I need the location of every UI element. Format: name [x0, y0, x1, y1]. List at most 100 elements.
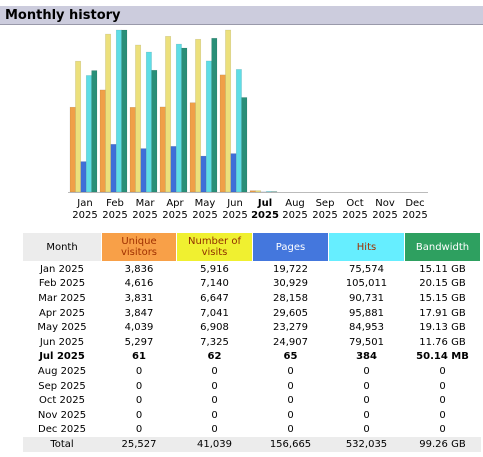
column-header: Number of visits [176, 232, 253, 262]
bar [249, 190, 256, 193]
table-cell: 25,527 [101, 437, 177, 452]
bar [195, 38, 202, 193]
bar [265, 191, 272, 193]
bar [140, 148, 147, 193]
bar [121, 29, 128, 193]
bar [85, 75, 92, 193]
table-cell: 24,907 [273, 336, 308, 348]
bar [241, 97, 248, 193]
table-cell: 0 [287, 380, 294, 392]
table-row: Total 25,527 41,039 156,665 532,035 99.26 GB [22, 437, 481, 452]
table-cell: Feb 2025 [38, 278, 86, 290]
table-cell: 0 [363, 409, 370, 421]
table-cell: 29,605 [273, 307, 308, 319]
table-cell: 79,501 [349, 336, 384, 348]
bar [225, 29, 232, 193]
table-cell: 61 [132, 351, 146, 363]
table-cell: 0 [211, 380, 218, 392]
table-cell: 7,325 [200, 336, 229, 348]
table-row: Jan 2025 3,836 5,916 19,722 75,574 15.11 GB [23, 262, 481, 277]
table-cell: 4,039 [124, 322, 154, 334]
table-cell: 0 [363, 395, 370, 407]
table-cell: 105,011 [345, 278, 388, 290]
table-cell: 15.15 GB [419, 292, 466, 304]
bar [219, 74, 226, 193]
table-cell: 0 [211, 395, 218, 407]
table-cell: 19.13 GB [419, 322, 466, 334]
table-cell: 3,836 [124, 263, 154, 275]
table-cell: 0 [135, 395, 143, 407]
table-cell: 15.11 GB [419, 263, 466, 275]
table-cell: 5,916 [200, 263, 229, 275]
table-cell: May 2025 [37, 322, 87, 334]
bar [235, 69, 242, 193]
table-row: Jun 2025 5,297 7,325 24,907 79,501 11.76 GB [23, 335, 481, 350]
table-cell: Sep 2025 [38, 380, 86, 392]
table-cell: Apr 2025 [39, 307, 85, 319]
table-body: Jan 2025 3,836 5,916 19,722 75,574 15.11 GB Fe… [22, 262, 481, 452]
table-cell: 84,953 [349, 322, 384, 334]
table-cell: 30,929 [273, 278, 308, 290]
table-cell: 28,158 [273, 292, 308, 304]
x-tick-label: Jan 2025 [72, 198, 97, 221]
table-cell: 7,041 [200, 307, 229, 319]
bar [255, 190, 262, 193]
table-cell: 0 [439, 365, 446, 377]
bar [80, 161, 87, 193]
table-cell: Jun 2025 [39, 336, 85, 348]
table-cell: 20.15 GB [419, 278, 466, 290]
table-row: Dec 2025 0 0 0 0 0 [23, 423, 481, 438]
table-cell: Oct 2025 [39, 395, 85, 407]
x-tick-label: Oct 2025 [342, 198, 367, 221]
bar [230, 153, 237, 193]
table-cell: 90,731 [349, 292, 384, 304]
bar [170, 146, 177, 193]
column-header: Unique visitors [101, 232, 177, 262]
table-cell: 19,722 [273, 263, 308, 275]
table-cell: 3,847 [124, 307, 154, 319]
table-row: Oct 2025 0 0 0 0 0 [23, 393, 481, 408]
table-cell: 95,881 [349, 307, 384, 319]
table-row: Feb 2025 4,616 7,140 30,929 105,011 20.15 GB [23, 277, 481, 292]
table-cell: 7,140 [200, 278, 229, 290]
table-cell: 50.14 MB [416, 351, 469, 363]
column-header: Bandwidth [404, 232, 481, 262]
table-cell: 0 [363, 424, 370, 436]
bar [211, 37, 218, 193]
bar [151, 69, 158, 193]
bar [200, 155, 207, 193]
table-cell: Dec 2025 [38, 424, 86, 436]
column-header: Hits [328, 232, 405, 262]
bar [75, 60, 82, 193]
table-cell: 384 [356, 351, 377, 363]
table-cell: 99.26 GB [404, 437, 481, 452]
table-cell: Mar 2025 [38, 292, 86, 304]
bar [181, 47, 188, 193]
bar [205, 60, 212, 193]
table-cell: 0 [135, 409, 143, 421]
table-row: Jul 2025 61 62 65 384 50.14 MB [23, 350, 481, 365]
table-cell: 3,831 [124, 292, 154, 304]
table-cell: Total [22, 437, 102, 452]
table-cell: Jul 2025 [39, 351, 85, 363]
table-cell: 5,297 [124, 336, 154, 348]
x-tick-label: Aug 2025 [282, 198, 307, 221]
bar [69, 106, 76, 193]
bar [129, 107, 136, 193]
column-header: Pages [252, 232, 329, 262]
table-cell: 6,647 [200, 292, 229, 304]
table-row: May 2025 4,039 6,908 23,279 84,953 19.13 GB [23, 320, 481, 335]
table-cell: Aug 2025 [37, 365, 87, 377]
x-tick-label: Sep 2025 [312, 198, 337, 221]
table-cell: 0 [211, 409, 218, 421]
table-cell: 0 [439, 424, 446, 436]
table-cell: Nov 2025 [37, 409, 87, 421]
bar [175, 43, 182, 193]
bar [105, 33, 112, 193]
table-row: Mar 2025 3,831 6,647 28,158 90,731 15.15 GB [23, 291, 481, 306]
table-cell: 532,035 [328, 437, 405, 452]
x-tick-label: Feb 2025 [102, 198, 127, 221]
table-cell: 41,039 [176, 437, 253, 452]
bar [135, 44, 142, 193]
table-cell: 0 [287, 395, 294, 407]
